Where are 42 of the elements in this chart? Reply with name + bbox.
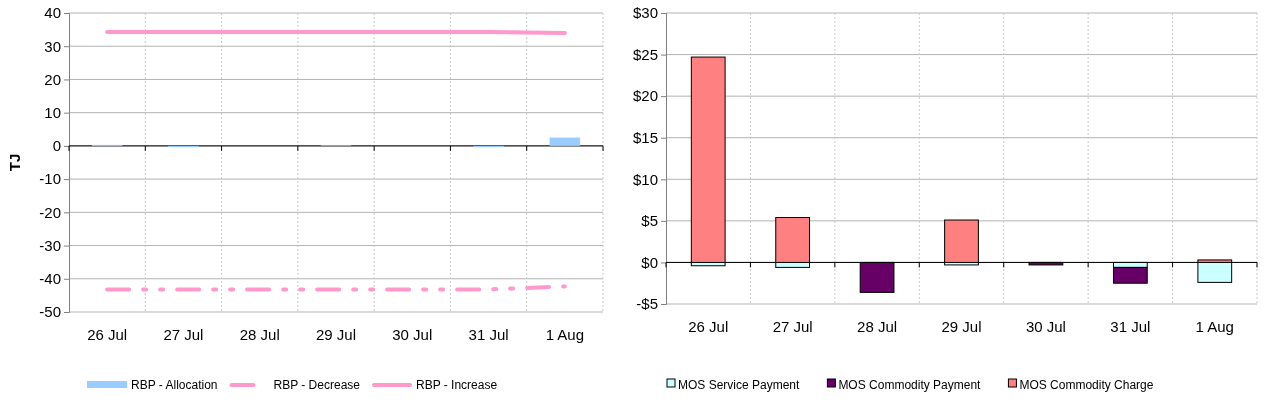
x-tick-label: 31 Jul (1110, 318, 1151, 335)
legend-label: RBP - Increase (415, 378, 498, 392)
x-tick-label: 1 Aug (545, 326, 585, 343)
y-tick-label: $30 (632, 4, 658, 22)
y-tick-label: 10 (44, 103, 61, 121)
y-tick-label: -50 (39, 303, 61, 321)
x-tick-label: 28 Jul (857, 318, 898, 335)
x-tick-label: 26 Jul (87, 326, 128, 343)
x-tick-label: 27 Jul (772, 318, 813, 335)
x-tick-label: 29 Jul (315, 326, 357, 343)
y-tick-label: -40 (39, 270, 61, 288)
y-tick-label: $5 (641, 212, 658, 230)
legend-label: MOS Commodity Payment (838, 378, 982, 392)
y-tick-label: 0 (52, 137, 61, 155)
bar (1197, 261, 1233, 283)
y-tick-label: -$5 (636, 295, 658, 313)
x-tick-label: 1 Aug (1195, 318, 1234, 335)
legend-label: RBP - Allocation (131, 378, 218, 392)
y-tick-label: $20 (632, 87, 658, 105)
y-tick-label: 40 (44, 4, 61, 22)
legend-label: MOS Commodity Charge (1019, 378, 1154, 392)
y-tick-label: $0 (641, 253, 658, 271)
legend-label: RBP - Decrease (273, 378, 361, 392)
bar (1112, 266, 1148, 284)
x-tick-label: 28 Jul (239, 326, 280, 343)
y-axis-title: TJ (6, 153, 23, 172)
x-tick-label: 27 Jul (163, 326, 204, 343)
x-tick-label: 30 Jul (392, 326, 433, 343)
bar (549, 137, 581, 146)
y-tick-label: 30 (44, 37, 61, 55)
legend-label: MOS Service Payment (678, 378, 801, 392)
y-tick-label: -10 (39, 170, 61, 188)
x-tick-label: 31 Jul (468, 326, 509, 343)
y-tick-label: 20 (44, 70, 61, 88)
y-tick-label: $15 (632, 129, 658, 147)
y-tick-label: $25 (632, 45, 658, 63)
y-tick-label: $10 (632, 170, 658, 188)
y-tick-label: -30 (39, 236, 61, 254)
x-tick-label: 26 Jul (688, 318, 729, 335)
y-tick-label: -20 (39, 203, 61, 221)
x-tick-label: 29 Jul (941, 318, 982, 335)
x-tick-label: 30 Jul (1025, 318, 1066, 335)
